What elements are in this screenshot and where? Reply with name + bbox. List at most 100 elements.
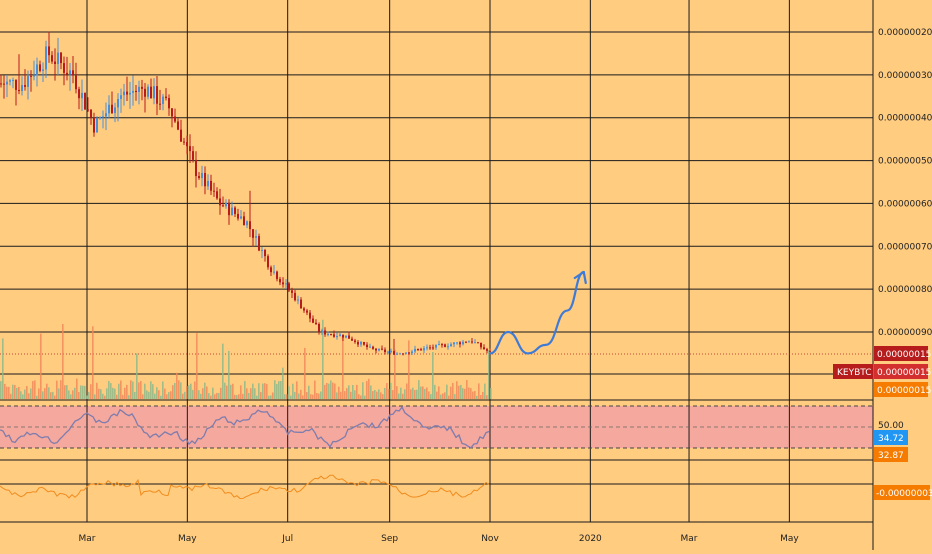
volume-bar <box>198 390 200 399</box>
volume-bar <box>166 394 168 399</box>
candle-body <box>369 346 371 348</box>
volume-bar <box>86 395 88 399</box>
volume-bar <box>76 378 78 399</box>
candle-body <box>33 75 35 77</box>
candle-body <box>354 340 356 342</box>
volume-bar <box>118 383 120 399</box>
volume-bar <box>226 385 228 399</box>
projection-curve <box>488 270 585 355</box>
candle-body <box>270 267 272 273</box>
x-tick-label: Sep <box>381 534 398 544</box>
volume-bar <box>380 392 382 399</box>
candle-body <box>72 70 74 76</box>
rsi-current-text: 34.72 <box>878 434 904 444</box>
candle-body <box>351 338 353 341</box>
candle-body <box>54 61 56 64</box>
volume-bar <box>208 393 210 399</box>
volume-bar <box>66 385 68 399</box>
rsi-upper-label: 50.00 <box>878 421 904 431</box>
candle-body <box>105 113 107 117</box>
volume-bar <box>470 388 472 399</box>
volume-bar <box>224 382 226 399</box>
candle-body <box>129 92 131 95</box>
candle-body <box>114 107 116 114</box>
candle-body <box>387 351 389 353</box>
candle-body <box>21 85 23 92</box>
volume-bar <box>68 390 70 399</box>
price-tick-label: 0.00000060 <box>878 199 932 209</box>
candle-body <box>459 342 461 345</box>
candle-body <box>336 336 338 338</box>
volume-bar <box>282 367 284 399</box>
candle-body <box>48 46 50 56</box>
volume-bar <box>268 395 270 399</box>
volume-bar <box>146 390 148 399</box>
projection-arrowhead <box>573 270 587 285</box>
volume-bar <box>212 387 214 399</box>
volume-bar <box>476 395 478 399</box>
candle-body <box>213 190 215 192</box>
volume-bar <box>114 388 116 399</box>
volume-bar <box>390 382 392 399</box>
candle-body <box>198 176 200 179</box>
volume-bar <box>0 381 2 399</box>
candle-body <box>333 334 335 337</box>
candle-body <box>111 104 113 114</box>
volume-bar <box>238 394 240 399</box>
candle-body <box>291 290 293 293</box>
candle-body <box>201 172 203 179</box>
volume-bar <box>420 386 422 399</box>
volume-bar <box>278 381 280 399</box>
volume-bar <box>254 388 256 399</box>
candle-body <box>120 95 122 99</box>
volume-bar <box>482 391 484 399</box>
volume-bar <box>40 333 42 399</box>
candle-body <box>93 117 95 133</box>
candle-body <box>360 341 362 345</box>
volume-bar <box>32 381 34 399</box>
candle-body <box>402 353 404 355</box>
volume-bar <box>204 382 206 399</box>
volume-bar <box>210 395 212 399</box>
candle-body <box>225 202 227 207</box>
candle-body <box>186 141 188 147</box>
volume-bar <box>398 393 400 399</box>
volume-bar <box>326 382 328 399</box>
volume-bar <box>478 383 480 399</box>
candle-body <box>87 109 89 111</box>
volume-bar <box>468 387 470 399</box>
volume-bar <box>354 390 356 399</box>
volume-bar <box>96 382 98 399</box>
candle-body <box>321 330 323 332</box>
candle-body <box>210 180 212 191</box>
volume-bar <box>328 383 330 399</box>
candle-body <box>255 236 257 238</box>
candle-body <box>399 353 401 355</box>
volume-bar <box>266 384 268 399</box>
candle-body <box>258 236 260 251</box>
volume-bar <box>410 389 412 399</box>
volume-bar <box>60 380 62 399</box>
candle-body <box>132 90 134 93</box>
volume-bar <box>362 382 364 399</box>
candle-body <box>0 83 2 85</box>
candle-body <box>180 129 182 142</box>
candle-body <box>327 334 329 336</box>
candle-body <box>405 352 407 354</box>
volume-bar <box>184 391 186 399</box>
volume-bar <box>450 386 452 399</box>
volume-bar <box>342 336 344 399</box>
volume-bar <box>80 385 82 399</box>
volume-bar <box>490 388 492 399</box>
volume-bar <box>262 383 264 399</box>
candle-body <box>450 344 452 347</box>
candle-body <box>366 344 368 348</box>
candle-body <box>189 146 191 152</box>
volume-bar <box>10 393 12 399</box>
candle-body <box>303 308 305 311</box>
volume-bar <box>168 392 170 399</box>
volume-bar <box>292 383 294 399</box>
candle-body <box>465 341 467 343</box>
